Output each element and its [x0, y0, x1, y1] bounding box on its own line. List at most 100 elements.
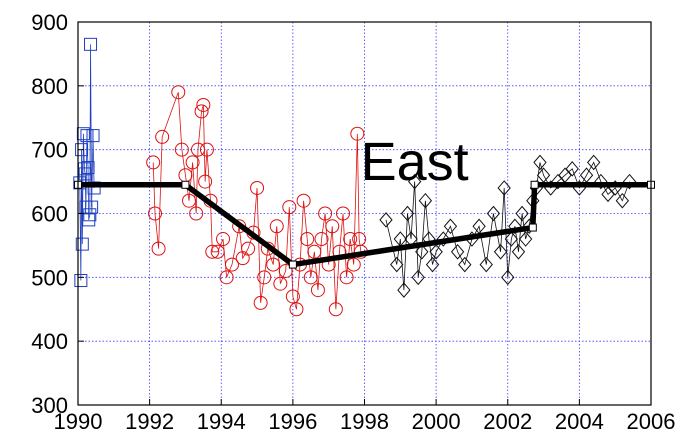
circle-point: [257, 270, 272, 285]
diamond-point: [504, 231, 518, 247]
circle-point: [174, 142, 189, 157]
diamond-point: [565, 161, 579, 177]
circle-point: [194, 104, 209, 119]
diamond-point: [501, 269, 515, 286]
diamond-point: [415, 244, 429, 260]
circle-point: [269, 219, 284, 234]
circle-point: [190, 142, 205, 157]
square-point: [83, 208, 97, 222]
x-tick-label: 1990: [54, 409, 103, 434]
diamond-point: [497, 180, 511, 196]
circle-point: [282, 200, 297, 215]
circle-point: [250, 180, 265, 195]
square-point: [82, 213, 96, 227]
y-tick-label: 800: [31, 74, 68, 99]
circle-point: [185, 155, 200, 170]
x-tick-label: 1998: [340, 409, 389, 434]
circle-point: [219, 270, 234, 285]
circle-point: [182, 193, 197, 208]
circle-point: [205, 244, 220, 259]
diamond-point: [400, 205, 415, 222]
circle-point: [210, 244, 225, 259]
circle-point: [198, 174, 213, 189]
diamond-point: [518, 231, 533, 247]
diamond-point: [515, 205, 529, 222]
circle-point: [318, 206, 333, 221]
circle-point: [300, 232, 315, 247]
diamond-point: [429, 244, 443, 260]
y-tick-label: 300: [31, 393, 68, 418]
circle-point: [151, 241, 166, 256]
diamond-point: [450, 244, 465, 260]
diamond-point: [615, 192, 630, 209]
circle-point: [285, 289, 300, 304]
square-point: [75, 143, 89, 157]
square-point: [76, 127, 90, 141]
circle-point: [328, 302, 343, 317]
series-connector-line: [79, 44, 95, 281]
circle-point: [216, 232, 231, 247]
diamond-point: [443, 218, 458, 235]
diamond-point: [511, 244, 526, 260]
square-point: [81, 161, 95, 175]
y-tick-label: 400: [31, 329, 68, 354]
square-point: [75, 237, 89, 251]
diamond-point: [458, 256, 472, 273]
x-tick-label: 2006: [627, 409, 676, 434]
y-tick-label: 900: [31, 10, 68, 35]
circle-point: [278, 263, 293, 278]
circle-point: [314, 232, 329, 247]
x-tick-label: 1994: [197, 409, 246, 434]
diamond-point: [587, 154, 601, 171]
circle-point: [155, 129, 170, 144]
ticks: 1990 1992 1994 1996 1998 2000 2002 2004 2006 300 4…: [31, 10, 675, 434]
diamond-point: [508, 218, 522, 235]
circle-point: [296, 193, 311, 208]
diamond-point: [411, 269, 425, 286]
circle-point: [310, 283, 325, 298]
circle-point: [325, 219, 340, 234]
circle-point: [199, 142, 214, 157]
series-0: [73, 37, 101, 288]
diamond-point: [425, 256, 440, 273]
fit-node-point: [528, 223, 537, 232]
x-tick-label: 2000: [412, 409, 461, 434]
y-tick-label: 600: [31, 202, 68, 227]
diamond-point: [594, 173, 608, 190]
x-tick-label: 2002: [483, 409, 532, 434]
y-tick-label: 500: [31, 265, 68, 290]
circle-point: [253, 295, 268, 310]
diamond-point: [418, 192, 433, 209]
fit-node-point: [288, 260, 297, 269]
circle-point: [307, 244, 322, 259]
diamond-point: [379, 212, 393, 228]
square-point: [74, 274, 88, 288]
circle-point: [146, 155, 161, 170]
square-point: [84, 37, 98, 51]
diamond-point: [479, 256, 493, 273]
x-tick-label: 1996: [268, 409, 317, 434]
square-point: [86, 129, 100, 143]
circle-point: [147, 206, 162, 221]
y-tick-label: 700: [31, 138, 68, 163]
circle-point: [273, 276, 288, 291]
circle-point: [346, 257, 361, 272]
series-1: [146, 85, 368, 317]
circle-point: [343, 232, 358, 247]
circle-point: [189, 206, 204, 221]
diamond-point: [622, 173, 637, 190]
x-tick-label: 2004: [555, 409, 604, 434]
circle-point: [224, 257, 239, 272]
series-connector-line: [152, 92, 362, 310]
diamond-point: [436, 231, 450, 247]
series-layer: [73, 37, 655, 317]
circle-point: [336, 206, 351, 221]
diamond-point: [533, 154, 547, 171]
circle-point: [266, 257, 281, 272]
diamond-point: [486, 205, 501, 222]
grid: [77, 21, 652, 406]
circle-point: [303, 270, 318, 285]
circle-point: [241, 241, 256, 256]
circle-point: [289, 302, 304, 317]
